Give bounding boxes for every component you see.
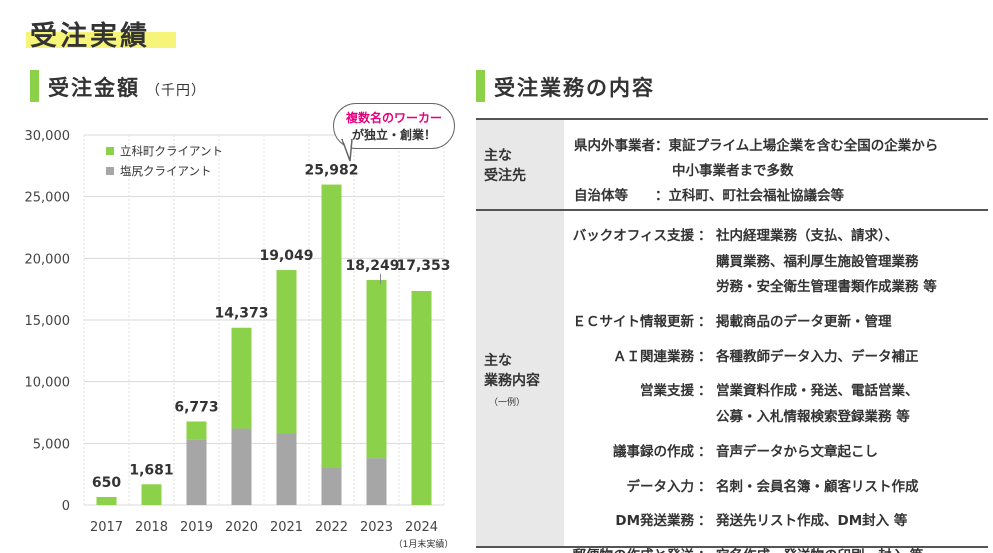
section-marker-left [30,70,39,102]
work-category-0: バックオフィス支援 [572,228,694,244]
row-header-work-line2: 業務内容 [484,373,540,389]
work-colon: ： [698,228,712,244]
data-label-total: 650 [92,475,121,491]
x-tick-label: 2024 [405,520,438,535]
work-detail: 音声データから文章起こし [716,443,878,460]
work-colon: ： [698,443,712,460]
y-tick-label: 10,000 [25,376,71,391]
work-detail: 営業資料作成・発送、電話営業、 [716,383,919,400]
row-header-work-sub: （一例） [489,398,526,408]
work-colon: ： [698,544,712,553]
data-label-total: 25,982 [304,163,358,179]
bar-shiojiri-2023 [366,458,387,505]
bar-tateshina-2024 [411,290,432,505]
legend-swatch [106,167,114,175]
x-tick-label: 2017 [90,520,123,535]
y-tick-label: 15,000 [25,314,71,329]
y-tick-label: 5,000 [33,437,70,452]
y-tick-label: 0 [62,499,70,514]
row-header-work: 主な 業務内容 （一例） [476,211,564,546]
revenue-chart: 0 5,000 10,000 15,000 20,000 25,000 30,000 2017… [25,129,454,550]
section-marker-right [476,70,485,102]
x-tick-label: 2020 [225,520,258,535]
title-highlight [26,32,176,48]
legend-swatch [106,147,114,155]
right-section-title: 受注業務の内容 [494,76,655,100]
legend-label: 立科町クライアント [120,144,223,158]
bar-tateshina-2023 [366,279,387,459]
left-section-unit: （千円） [146,83,206,99]
legend-label: 塩尻クライアント [120,164,212,178]
data-label-total: 18,249 [345,258,399,274]
bar-shiojiri-2020 [231,428,252,505]
y-tick-label: 20,000 [25,252,71,267]
work-category-3: 営業支援 [640,383,694,400]
work-detail: 労務・安全衛生管理書類作成業務 等 [716,279,937,295]
client-line-2: 中小事業者まで多数 [672,163,794,179]
work-detail: 掲載商品のデータ更新・管理 [716,313,892,330]
client-line-1: 県内外事業者：東証プライム上場企業を含む全国の企業から [574,138,939,154]
work-colon: ： [698,313,712,330]
bar-shiojiri-2022 [321,468,342,505]
work-detail: 宛名作成、発送物の印刷、封入 等 [716,544,923,553]
work-category-2: ＡＩ関連業務 [613,348,694,365]
work-category-6: DM発送業務 [615,513,694,530]
left-section-title: 受注金額 （千円） [48,72,206,102]
callout-bubble: 複数名のワーカー が独立・創業！ [333,103,455,149]
data-label-total: 14,373 [214,306,268,322]
x-tick-label: 2021 [270,520,303,535]
work-category-7: 郵便物の作成と発送 [573,544,695,553]
y-tick-label: 30,000 [25,129,71,144]
left-section-title-text: 受注金額 [48,76,140,100]
work-category-1: ＥＣサイト情報更新 [572,313,695,330]
data-label-total: 17,353 [396,258,450,274]
bar-tateshina-2018 [141,484,162,505]
work-detail: 名刺・会員名簿・顧客リスト作成 [716,478,919,495]
x-tick-label: 2023 [360,520,393,535]
callout-tail [341,139,353,162]
work-colon: ： [698,383,712,400]
page-title: 受注実績 [30,21,150,52]
work-category-4: 議事録の作成 [613,443,694,460]
work-detail: 購買業務、福利厚生施設管理業務 [716,253,919,270]
work-colon: ： [698,513,712,530]
x-tick-label: 2018 [135,520,168,535]
chart-note: （1月末実績） [394,538,454,550]
bar-tateshina-2019 [186,421,207,440]
bar-tateshina-2017 [96,496,117,505]
bar-tateshina-2022 [321,184,342,468]
bar-tateshina-2021 [276,270,297,434]
row-header-work-line1: 主な [484,353,512,369]
row-header-clients-line2: 受注先 [484,168,526,184]
row-header-clients: 主な 受注先 [476,120,564,209]
x-tick-label: 2019 [180,520,213,535]
data-label-total: 19,049 [259,248,313,264]
bar-shiojiri-2019 [186,439,207,505]
y-tick-label: 25,000 [25,191,71,206]
work-detail: 各種教師データ入力、データ補正 [716,348,919,365]
bar-shiojiri-2021 [276,433,297,505]
table-row-work: 主な 業務内容 （一例） バックオフィス支援：社内経理業務（支払、請求）、 購買業… [476,211,988,553]
work-colon: ： [698,478,712,495]
work-colon: ： [698,348,712,365]
bar-tateshina-2020 [231,327,252,429]
work-detail: 社内経理業務（支払、請求）、 [716,228,899,244]
info-table: 主な 受注先 県内外事業者：東証プライム上場企業を含む全国の企業から 中小事業者… [476,118,988,553]
table-row-clients: 主な 受注先 県内外事業者：東証プライム上場企業を含む全国の企業から 中小事業者… [476,118,988,211]
x-tick-label: 2022 [315,520,348,535]
work-category-5: データ入力 [626,478,695,495]
row-header-clients-line1: 主な [484,148,512,164]
work-detail: 発送先リスト作成、DM封入 等 [716,513,908,530]
data-label-total: 1,681 [129,462,173,478]
work-detail: 公募・入札情報検索登録業務 等 [716,408,910,425]
client-line-3: 自治体等 ：立科町、町社会福祉協議会等 [574,188,844,204]
data-label-total: 6,773 [174,399,218,415]
callout-line1: 複数名のワーカー [345,111,442,125]
callout-line2: が独立・創業！ [351,128,436,142]
